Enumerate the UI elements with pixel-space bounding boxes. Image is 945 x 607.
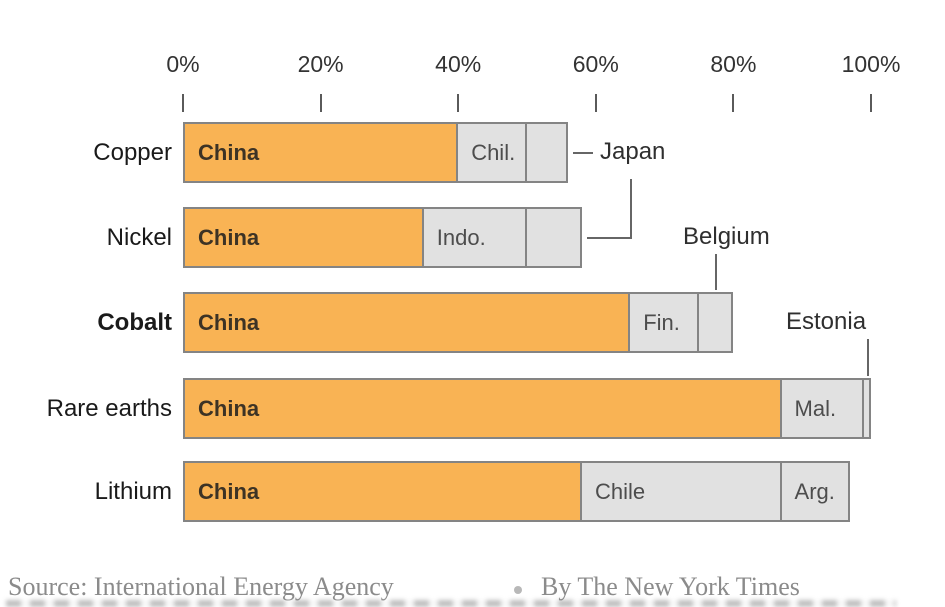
- segment-label: China: [198, 310, 260, 335]
- bar-segment-unlabeled: [525, 207, 583, 268]
- axis-tick-mark: [182, 94, 184, 112]
- bar-segment-fin: Fin.: [628, 292, 699, 353]
- axis-tick-label: 100%: [841, 51, 901, 77]
- bar-segment-china: China: [183, 461, 583, 522]
- axis-tick-label: 60%: [572, 51, 619, 77]
- row-label-nickel: Nickel: [106, 224, 172, 251]
- segment-label: Arg.: [794, 479, 835, 504]
- bar-segment-unlabeled: [862, 378, 871, 439]
- axis-tick-mark: [594, 94, 597, 112]
- axis-tick-label: 0%: [166, 51, 200, 77]
- connector-elbow-v-japan: [630, 178, 632, 239]
- axis-tick-mark: [732, 94, 735, 112]
- row-label-copper: Copper: [93, 139, 172, 166]
- segment-label: China: [198, 396, 260, 421]
- segment-label: Mal.: [794, 396, 837, 421]
- annotation-label-estonia: Estonia: [786, 307, 867, 335]
- row-label-rare-earths: Rare earths: [46, 395, 172, 422]
- bar-segment-china: China: [183, 207, 424, 268]
- bar-segment-mal: Mal.: [779, 378, 865, 439]
- connector-dash-japan: [573, 151, 593, 154]
- axis-tick-mark: [870, 94, 872, 112]
- axis-tick-mark: [319, 94, 322, 112]
- bar-segment-china: China: [183, 292, 631, 353]
- segment-label: China: [198, 140, 260, 165]
- row-label-lithium: Lithium: [94, 478, 172, 505]
- row-label-cobalt: Cobalt: [97, 309, 172, 336]
- annotation-label-japan: Japan: [600, 137, 666, 165]
- bar-segment-china: China: [183, 378, 782, 439]
- segment-label: Indo.: [436, 225, 486, 250]
- cropped-text-strip: [6, 600, 896, 607]
- segment-label: China: [198, 225, 260, 250]
- bar-segment-indo: Indo.: [421, 207, 527, 268]
- axis-tick-label: 80%: [710, 51, 757, 77]
- axis-tick-label: 20%: [297, 51, 344, 77]
- segment-label: Chil.: [471, 140, 516, 165]
- connector-vline-belgium: [715, 253, 718, 290]
- byline-credit: By The New York Times: [541, 572, 800, 601]
- connector-elbow-h-japan: [587, 236, 631, 239]
- bar-segment-arg: Arg.: [779, 461, 851, 522]
- bar-segment-chile: Chile: [580, 461, 782, 522]
- connector-vline-estonia: [866, 338, 869, 376]
- bar-segment-chil: Chil.: [456, 122, 527, 183]
- segment-label: Chile: [595, 479, 646, 504]
- annotation-label-belgium: Belgium: [683, 222, 770, 250]
- segment-label: Fin.: [643, 310, 680, 335]
- segment-label: China: [198, 479, 260, 504]
- footer-separator-dot: [514, 586, 522, 594]
- source-credit: Source: International Energy Agency: [8, 572, 394, 601]
- bar-segment-china: China: [183, 122, 459, 183]
- axis-tick-mark: [457, 94, 460, 112]
- axis-tick-label: 40%: [435, 51, 482, 77]
- bar-segment-unlabeled: [697, 292, 734, 353]
- bar-segment-unlabeled: [525, 122, 569, 183]
